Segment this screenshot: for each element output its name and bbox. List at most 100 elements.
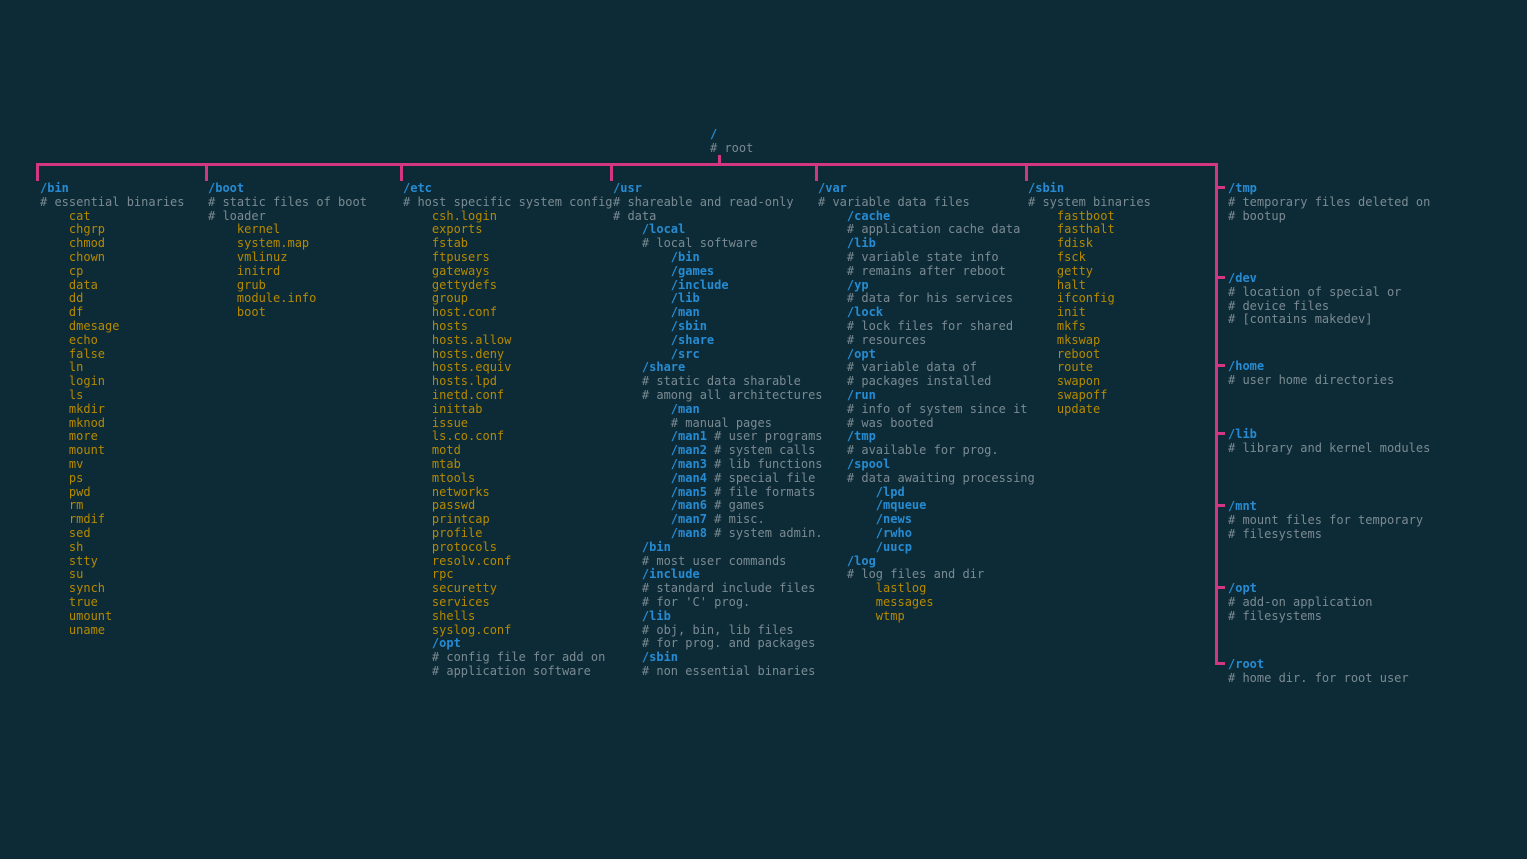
etc-line: profile [403, 527, 613, 541]
usr-line: /sbin [613, 320, 823, 334]
usr-line: /man1 # user programs [613, 430, 823, 444]
sbin-line: fsck [1028, 251, 1151, 265]
usr-line: # data [613, 210, 823, 224]
var-line: # application cache data [818, 223, 1035, 237]
var-line: /mqueue [818, 499, 1035, 513]
usr-line: # obj, bin, lib files [613, 624, 823, 638]
side-header: /root [1228, 658, 1409, 672]
usr-line: # for 'C' prog. [613, 596, 823, 610]
side-header: /lib [1228, 428, 1430, 442]
connector-nub [1215, 662, 1225, 665]
sbin-line: swapoff [1028, 389, 1151, 403]
etc-line: csh.login [403, 210, 613, 224]
usr-line: /man7 # misc. [613, 513, 823, 527]
usr-line: /man6 # games [613, 499, 823, 513]
side-header: /opt [1228, 582, 1373, 596]
etc-line: hosts.lpd [403, 375, 613, 389]
bin-line: df [40, 306, 185, 320]
column-var: /var# variable data files /cache # appli… [818, 182, 1035, 624]
side-comment: # temporary files deleted on [1228, 196, 1430, 210]
etc-line: protocols [403, 541, 613, 555]
bin-comment: # essential binaries [40, 196, 185, 210]
sbin-line: getty [1028, 265, 1151, 279]
side-home: /home# user home directories [1228, 360, 1394, 388]
bin-line: umount [40, 610, 185, 624]
var-comment: # variable data files [818, 196, 1035, 210]
connector-tick [36, 163, 39, 181]
sbin-line: swapon [1028, 375, 1151, 389]
bin-line: mv [40, 458, 185, 472]
connector-tick [815, 163, 818, 181]
root-node: / # root [710, 128, 753, 156]
etc-line: group [403, 292, 613, 306]
side-header: /mnt [1228, 500, 1423, 514]
etc-line: shells [403, 610, 613, 624]
usr-comment: # shareable and read-only [613, 196, 823, 210]
etc-line: syslog.conf [403, 624, 613, 638]
boot-line: vmlinuz [208, 251, 367, 265]
usr-line: /bin [613, 541, 823, 555]
usr-line: /sbin [613, 651, 823, 665]
bin-line: ps [40, 472, 185, 486]
usr-line: /src [613, 348, 823, 362]
boot-line: initrd [208, 265, 367, 279]
column-etc: /etc# host specific system config csh.lo… [403, 182, 613, 679]
etc-line: passwd [403, 499, 613, 513]
sbin-line: ifconfig [1028, 292, 1151, 306]
var-line: wtmp [818, 610, 1035, 624]
boot-line: kernel [208, 223, 367, 237]
bin-line: true [40, 596, 185, 610]
etc-line: networks [403, 486, 613, 500]
sbin-comment: # system binaries [1028, 196, 1151, 210]
var-line: # lock files for shared [818, 320, 1035, 334]
sbin-line: init [1028, 306, 1151, 320]
boot-line: boot [208, 306, 367, 320]
boot-comment: # static files of boot [208, 196, 367, 210]
side-dev: /dev# location of special or# device fil… [1228, 272, 1401, 327]
var-line: # resources [818, 334, 1035, 348]
var-line: # remains after reboot [818, 265, 1035, 279]
var-line: messages [818, 596, 1035, 610]
side-comment: # filesystems [1228, 610, 1373, 624]
usr-line: /games [613, 265, 823, 279]
usr-line: /include [613, 568, 823, 582]
etc-line: gateways [403, 265, 613, 279]
bin-line: sed [40, 527, 185, 541]
var-line: # info of system since it [818, 403, 1035, 417]
bin-line: synch [40, 582, 185, 596]
usr-line: # among all architectures [613, 389, 823, 403]
bin-line: false [40, 348, 185, 362]
bin-header: /bin [40, 182, 185, 196]
etc-line: gettydefs [403, 279, 613, 293]
side-lib: /lib# library and kernel modules [1228, 428, 1430, 456]
var-line: # packages installed [818, 375, 1035, 389]
etc-comment: # host specific system config [403, 196, 613, 210]
usr-line: # manual pages [613, 417, 823, 431]
boot-line: # loader [208, 210, 367, 224]
bin-line: cp [40, 265, 185, 279]
connector-tick [400, 163, 403, 181]
side-header: /dev [1228, 272, 1401, 286]
usr-line: /man2 # system calls [613, 444, 823, 458]
usr-line: /man4 # special file [613, 472, 823, 486]
bin-line: mount [40, 444, 185, 458]
bin-line: data [40, 279, 185, 293]
connector-nub [1215, 586, 1225, 589]
etc-line: host.conf [403, 306, 613, 320]
usr-line: # for prog. and packages [613, 637, 823, 651]
side-comment: # mount files for temporary [1228, 514, 1423, 528]
var-line: # variable data of [818, 361, 1035, 375]
side-header: /tmp [1228, 182, 1430, 196]
boot-line: module.info [208, 292, 367, 306]
etc-line: services [403, 596, 613, 610]
etc-line: issue [403, 417, 613, 431]
etc-line: fstab [403, 237, 613, 251]
root-comment: # root [710, 141, 753, 155]
side-opt: /opt# add-on application# filesystems [1228, 582, 1373, 623]
bin-line: mkdir [40, 403, 185, 417]
var-line: /news [818, 513, 1035, 527]
bin-line: rmdif [40, 513, 185, 527]
etc-line: motd [403, 444, 613, 458]
var-header: /var [818, 182, 1035, 196]
etc-line: inittab [403, 403, 613, 417]
